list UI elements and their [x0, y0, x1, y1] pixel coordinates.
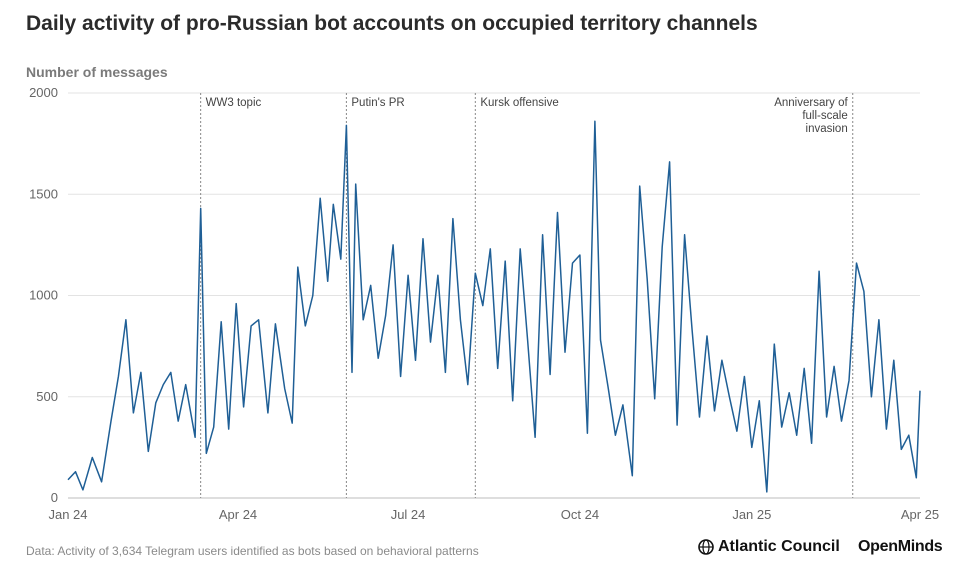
- y-tick-label: 2000: [29, 85, 58, 100]
- x-tick-label: Apr 25: [901, 507, 939, 522]
- x-tick-label: Apr 24: [219, 507, 257, 522]
- chart-title: Daily activity of pro-Russian bot accoun…: [26, 12, 758, 35]
- x-tick-label: Jan 24: [48, 507, 87, 522]
- annotation-label: full-scale: [802, 110, 847, 122]
- y-tick-label: 1000: [29, 288, 58, 303]
- source-note: Data: Activity of 3,634 Telegram users i…: [26, 544, 479, 558]
- annotation-label: Anniversary of: [774, 97, 848, 109]
- y-axis-label: Number of messages: [26, 64, 168, 80]
- annotation-label: invasion: [806, 123, 848, 135]
- annotation-label: Kursk offensive: [480, 97, 558, 109]
- annotation-label: Putin's PR: [351, 97, 404, 109]
- y-tick-label: 0: [51, 490, 58, 505]
- atlantic-council-name: Atlantic Council: [718, 538, 840, 555]
- atlantic-council-logo: Atlantic Council: [698, 538, 840, 556]
- x-tick-label: Jul 24: [391, 507, 426, 522]
- y-tick-label: 500: [36, 389, 58, 404]
- globe-icon: [698, 539, 714, 555]
- y-tick-label: 1500: [29, 186, 58, 201]
- x-tick-label: Jan 25: [732, 507, 771, 522]
- openminds-logo: OpenMinds: [858, 538, 943, 555]
- series-line: [67, 120, 921, 493]
- x-tick-label: Oct 24: [561, 507, 599, 522]
- annotation-label: WW3 topic: [206, 97, 262, 109]
